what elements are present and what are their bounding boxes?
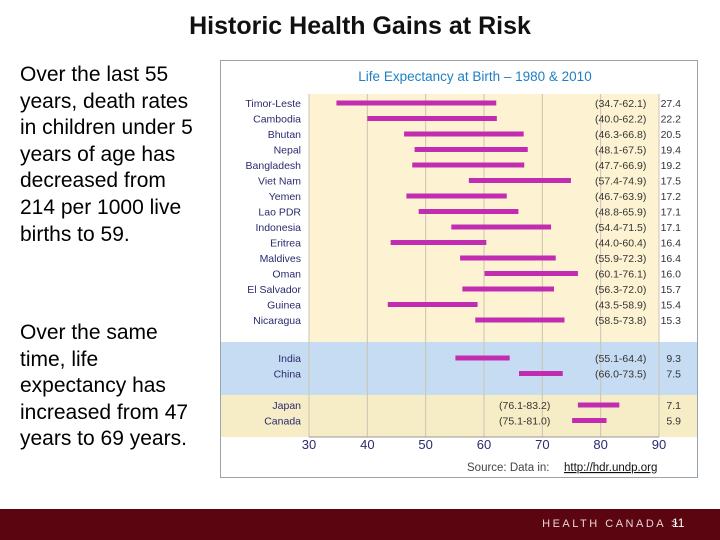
- country-label: Oman: [272, 269, 301, 281]
- range-label: (55.9-72.3): [595, 253, 646, 265]
- range-label: (57.4-74.9): [595, 176, 646, 188]
- bar: [475, 317, 565, 323]
- country-label: Cambodia: [253, 114, 301, 126]
- country-label: Maldives: [260, 253, 301, 265]
- bar: [460, 255, 556, 261]
- x-tick-label: 40: [360, 437, 374, 452]
- range-label: (60.1-76.1): [595, 269, 646, 281]
- slide-title: Historic Health Gains at Risk: [189, 12, 531, 40]
- bar: [484, 271, 578, 276]
- bar: [519, 371, 563, 376]
- life-expectancy-chart: Timor-Leste Cambodia Bhutan Nepal Bangladesh…: [220, 60, 698, 478]
- country-label: Bhutan: [268, 129, 301, 141]
- bar: [390, 240, 487, 245]
- country-label: Eritrea: [270, 238, 301, 250]
- x-tick-label: 30: [302, 437, 316, 452]
- gain-label: 17.1: [661, 207, 682, 219]
- gain-label: 15.7: [661, 284, 682, 296]
- source-label: Source: Data in:: [467, 462, 549, 474]
- footer-bar: [0, 509, 720, 540]
- gain-label: 15.4: [661, 300, 682, 312]
- x-tick-label: 90: [652, 437, 666, 452]
- x-tick-label: 50: [418, 437, 432, 452]
- bar: [462, 286, 554, 292]
- country-label: India: [278, 353, 301, 365]
- country-label: Canada: [264, 416, 301, 428]
- bar: [406, 193, 507, 199]
- range-label: (47.7-66.9): [595, 160, 646, 172]
- range-label: (44.0-60.4): [595, 238, 646, 250]
- country-label: Japan: [272, 400, 301, 412]
- range-label: (66.0-73.5): [595, 369, 646, 381]
- x-tick-label: 80: [593, 437, 607, 452]
- gain-label: 19.4: [661, 145, 682, 157]
- gain-label: 9.3: [666, 353, 681, 365]
- country-label: Guinea: [267, 300, 301, 312]
- range-label: (55.1-64.4): [595, 353, 646, 365]
- gain-label: 17.2: [661, 191, 682, 203]
- footer-brand: HEALTH CANADA >: [542, 518, 680, 530]
- gain-label: 15.3: [661, 315, 682, 327]
- gain-label: 27.4: [661, 98, 682, 110]
- gain-label: 19.2: [661, 160, 682, 172]
- bar: [577, 402, 620, 408]
- range-label: (46.3-66.8): [595, 129, 646, 141]
- range-label: (46.7-63.9): [595, 191, 646, 203]
- bar: [414, 147, 528, 152]
- chart-canvas: Timor-Leste Cambodia Bhutan Nepal Bangladesh…: [221, 69, 697, 474]
- range-label: (48.1-67.5): [595, 145, 646, 157]
- country-label: Lao PDR: [258, 207, 301, 219]
- range-label: (54.4-71.5): [595, 222, 646, 234]
- range-label: (76.1-83.2): [499, 400, 550, 412]
- gain-label: 7.5: [666, 369, 681, 381]
- band-japan-canada: [221, 395, 697, 437]
- range-label: (40.0-62.2): [595, 114, 646, 126]
- country-label: Bangladesh: [246, 160, 302, 172]
- range-label: (48.8-65.9): [595, 207, 646, 219]
- bar: [336, 100, 497, 106]
- bar: [451, 224, 552, 230]
- country-label: China: [274, 369, 302, 381]
- country-label: Nicaragua: [253, 315, 301, 327]
- range-label: (58.5-73.8): [595, 315, 646, 327]
- country-label: Viet Nam: [258, 176, 301, 188]
- gain-label: 17.1: [661, 222, 682, 234]
- range-label: (34.7-62.1): [595, 98, 646, 110]
- bar: [572, 418, 607, 423]
- gain-label: 17.5: [661, 176, 682, 188]
- gain-label: 22.2: [661, 114, 682, 126]
- gain-label: 16.4: [661, 253, 682, 265]
- country-label: Nepal: [274, 145, 301, 157]
- country-label: Timor-Leste: [245, 98, 301, 110]
- gain-label: 7.1: [666, 400, 681, 412]
- source-link[interactable]: http://hdr.undp.org: [564, 462, 657, 474]
- range-label: (56.3-72.0): [595, 284, 646, 296]
- gain-label: 16.0: [661, 269, 682, 281]
- bar: [412, 162, 525, 168]
- bar: [455, 355, 510, 361]
- band-india-china: [221, 342, 697, 395]
- bar: [418, 209, 519, 214]
- gain-label: 5.9: [666, 416, 681, 428]
- body-paragraph-child-mortality: Over the last 55 years, death rates in c…: [20, 63, 193, 246]
- range-label: (43.5-58.9): [595, 300, 646, 312]
- x-tick-label: 60: [477, 437, 491, 452]
- country-label: Yemen: [269, 191, 301, 203]
- bar: [387, 302, 478, 307]
- x-tick-label: 70: [535, 437, 549, 452]
- bar: [468, 178, 571, 183]
- body-paragraph-life-expectancy: Over the same time, life expectancy has …: [20, 321, 189, 451]
- bar: [367, 116, 497, 121]
- gain-label: 20.5: [661, 129, 682, 141]
- gain-label: 16.4: [661, 238, 682, 250]
- bar: [404, 131, 524, 137]
- chart-title: Life Expectancy at Birth – 1980 & 2010: [358, 69, 591, 84]
- country-label: El Salvador: [247, 284, 301, 296]
- page-number: 11: [672, 516, 685, 530]
- range-label: (75.1-81.0): [499, 416, 550, 428]
- country-label: Indonesia: [255, 222, 301, 234]
